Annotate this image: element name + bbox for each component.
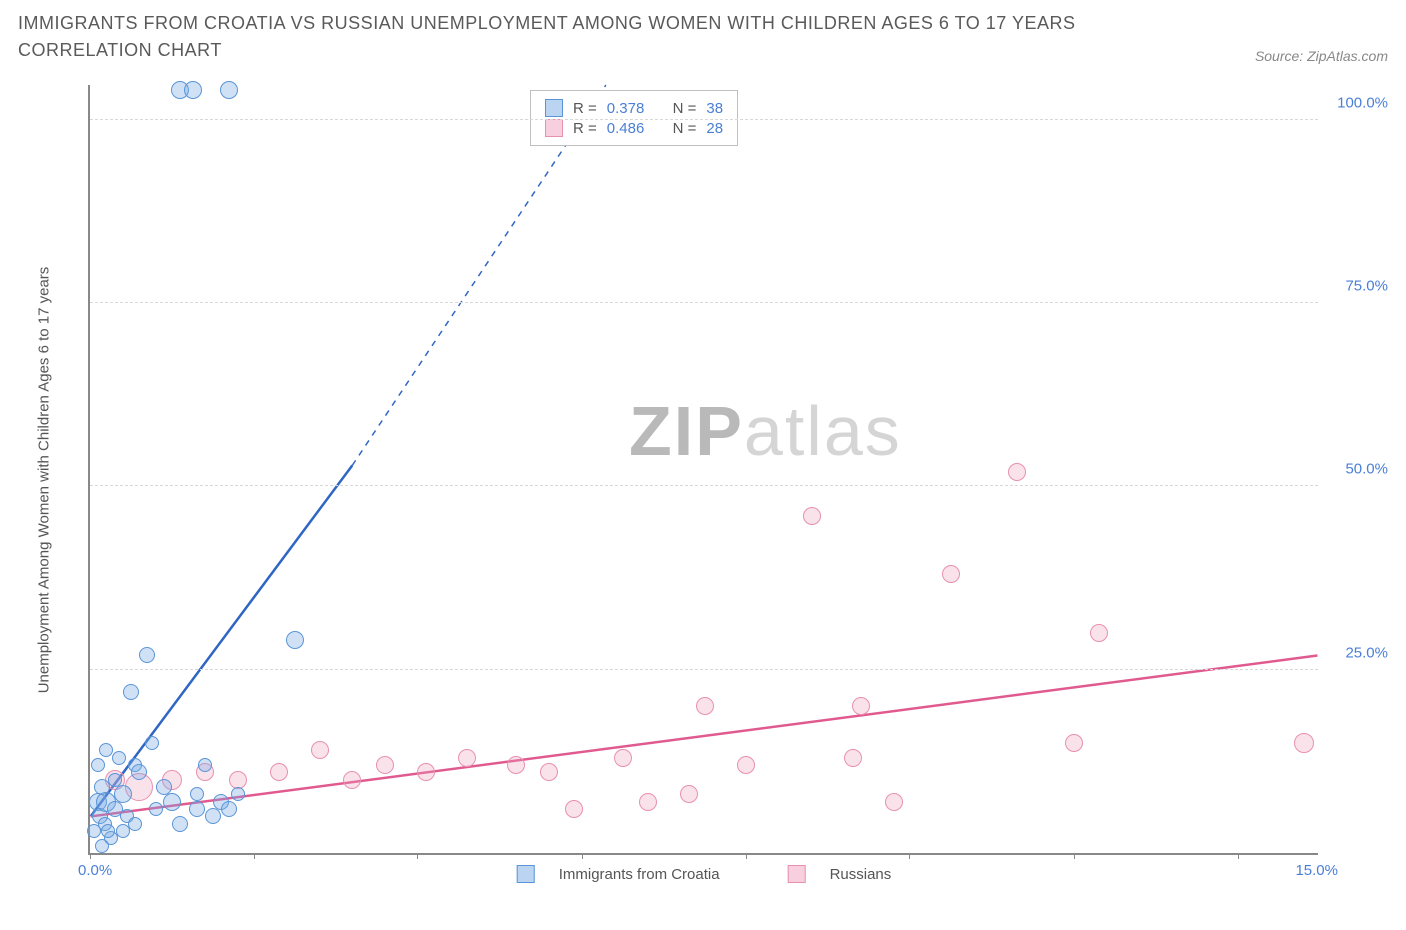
- data-point: [1294, 733, 1314, 753]
- data-point: [844, 749, 862, 767]
- x-tick: [417, 853, 418, 859]
- stats-row-blue: R = 0.378 N = 38: [545, 99, 723, 117]
- data-point: [696, 697, 714, 715]
- y-tick-label: 50.0%: [1328, 461, 1388, 478]
- data-point: [737, 756, 755, 774]
- data-point: [184, 81, 202, 99]
- data-point: [942, 565, 960, 583]
- data-point: [270, 763, 288, 781]
- data-point: [1008, 463, 1026, 481]
- data-point: [565, 800, 583, 818]
- swatch-blue-icon: [545, 99, 563, 117]
- legend-swatch-pink-icon: [788, 865, 806, 883]
- x-tick: [909, 853, 910, 859]
- data-point: [221, 801, 237, 817]
- data-point: [190, 787, 204, 801]
- data-point: [1065, 734, 1083, 752]
- data-point: [95, 839, 109, 853]
- chart-title: IMMIGRANTS FROM CROATIA VS RUSSIAN UNEMP…: [18, 10, 1168, 64]
- data-point: [189, 801, 205, 817]
- legend-swatch-blue-icon: [517, 865, 535, 883]
- data-point: [112, 751, 126, 765]
- swatch-pink-icon: [545, 119, 563, 137]
- data-point: [458, 749, 476, 767]
- x-min-label: 0.0%: [78, 862, 112, 879]
- chart-container: Unemployment Among Women with Children A…: [18, 75, 1388, 885]
- source-label: Source: ZipAtlas.com: [1255, 48, 1388, 64]
- gridline: [90, 485, 1318, 486]
- data-point: [639, 793, 657, 811]
- data-point: [417, 763, 435, 781]
- y-axis-label: Unemployment Among Women with Children A…: [36, 267, 53, 694]
- plot-area: ZIPatlas R = 0.378 N = 38 R = 0.486 N = …: [88, 85, 1318, 855]
- data-point: [540, 763, 558, 781]
- data-point: [139, 647, 155, 663]
- data-point: [311, 741, 329, 759]
- stats-row-pink: R = 0.486 N = 28: [545, 119, 723, 137]
- gridline: [90, 302, 1318, 303]
- x-tick: [90, 853, 91, 859]
- y-tick-label: 75.0%: [1328, 278, 1388, 295]
- data-point: [376, 756, 394, 774]
- data-point: [123, 684, 139, 700]
- data-point: [145, 736, 159, 750]
- data-point: [198, 758, 212, 772]
- data-point: [1090, 624, 1108, 642]
- x-tick: [1238, 853, 1239, 859]
- data-point: [229, 771, 247, 789]
- data-point: [163, 793, 181, 811]
- data-point: [91, 758, 105, 772]
- data-point: [149, 802, 163, 816]
- x-tick: [746, 853, 747, 859]
- gridline: [90, 119, 1318, 120]
- data-point: [614, 749, 632, 767]
- x-tick: [582, 853, 583, 859]
- data-point: [803, 507, 821, 525]
- x-max-label: 15.0%: [1295, 862, 1338, 879]
- y-tick-label: 25.0%: [1328, 644, 1388, 661]
- trend-lines: [90, 85, 1318, 853]
- data-point: [114, 785, 132, 803]
- legend-label-pink: Russians: [830, 866, 892, 883]
- data-point: [507, 756, 525, 774]
- data-point: [231, 787, 245, 801]
- data-point: [680, 785, 698, 803]
- data-point: [885, 793, 903, 811]
- data-point: [205, 808, 221, 824]
- data-point: [108, 773, 122, 787]
- y-tick-label: 100.0%: [1328, 94, 1388, 111]
- data-point: [128, 817, 142, 831]
- data-point: [343, 771, 361, 789]
- gridline: [90, 669, 1318, 670]
- data-point: [286, 631, 304, 649]
- legend: Immigrants from Croatia Russians: [517, 865, 892, 883]
- x-tick: [254, 853, 255, 859]
- legend-label-blue: Immigrants from Croatia: [559, 866, 720, 883]
- data-point: [172, 816, 188, 832]
- data-point: [131, 764, 147, 780]
- data-point: [101, 824, 115, 838]
- data-point: [852, 697, 870, 715]
- data-point: [220, 81, 238, 99]
- x-tick: [1074, 853, 1075, 859]
